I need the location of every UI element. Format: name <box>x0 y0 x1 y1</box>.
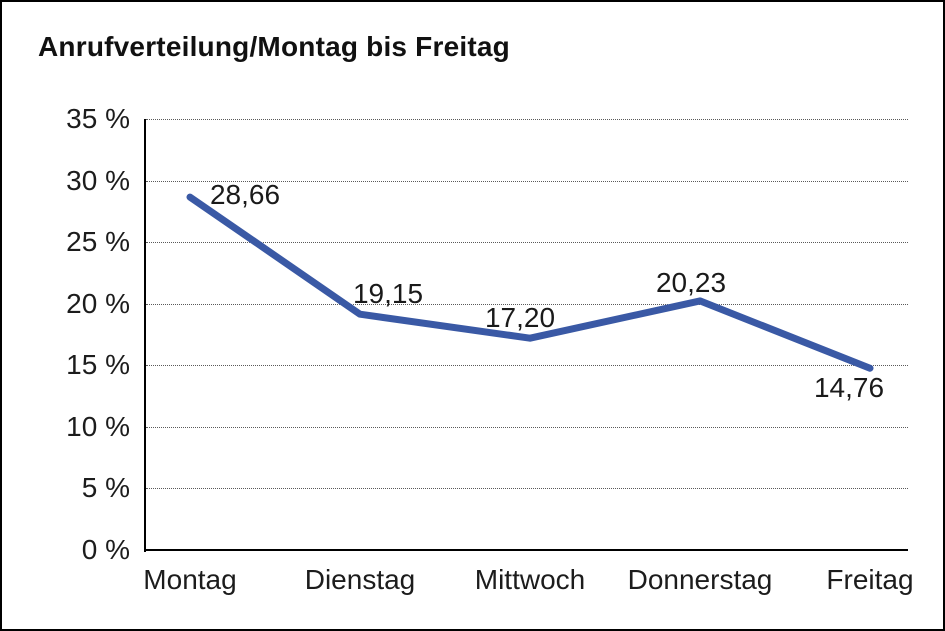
data-point-label: 17,20 <box>484 302 556 334</box>
x-axis-line <box>144 549 908 551</box>
gridline-35-percent <box>146 119 908 120</box>
gridline-10-percent <box>146 427 908 428</box>
y-tick-label: 5 % <box>81 472 130 503</box>
gridline-25-percent <box>146 242 908 243</box>
gridline-30-percent <box>146 181 908 182</box>
gridline-15-percent <box>146 365 908 366</box>
y-tick-label: 20 % <box>66 288 130 319</box>
data-point-label: 28,66 <box>209 179 281 211</box>
x-axis-label: Freitag <box>826 564 914 595</box>
x-axis-label: Donnerstag <box>627 564 773 595</box>
data-point-label: 19,15 <box>352 278 424 310</box>
x-axis-label: Mittwoch <box>474 564 586 595</box>
y-axis-line <box>144 119 146 552</box>
x-axis-label: Montag <box>143 564 237 595</box>
data-point-label: 14,76 <box>813 372 885 404</box>
y-tick-label: 0 % <box>81 534 130 565</box>
chart-title: Anrufverteilung/Montag bis Freitag <box>38 31 510 62</box>
x-axis-label: Dienstag <box>304 564 416 595</box>
y-tick-label: 10 % <box>66 411 130 442</box>
line-series <box>186 193 874 372</box>
y-tick-label: 25 % <box>66 226 130 257</box>
y-tick-label: 15 % <box>66 349 130 380</box>
y-tick-label: 35 % <box>66 103 130 134</box>
gridline-5-percent <box>146 488 908 489</box>
y-tick-label: 30 % <box>66 165 130 196</box>
data-point-label: 20,23 <box>655 266 727 298</box>
